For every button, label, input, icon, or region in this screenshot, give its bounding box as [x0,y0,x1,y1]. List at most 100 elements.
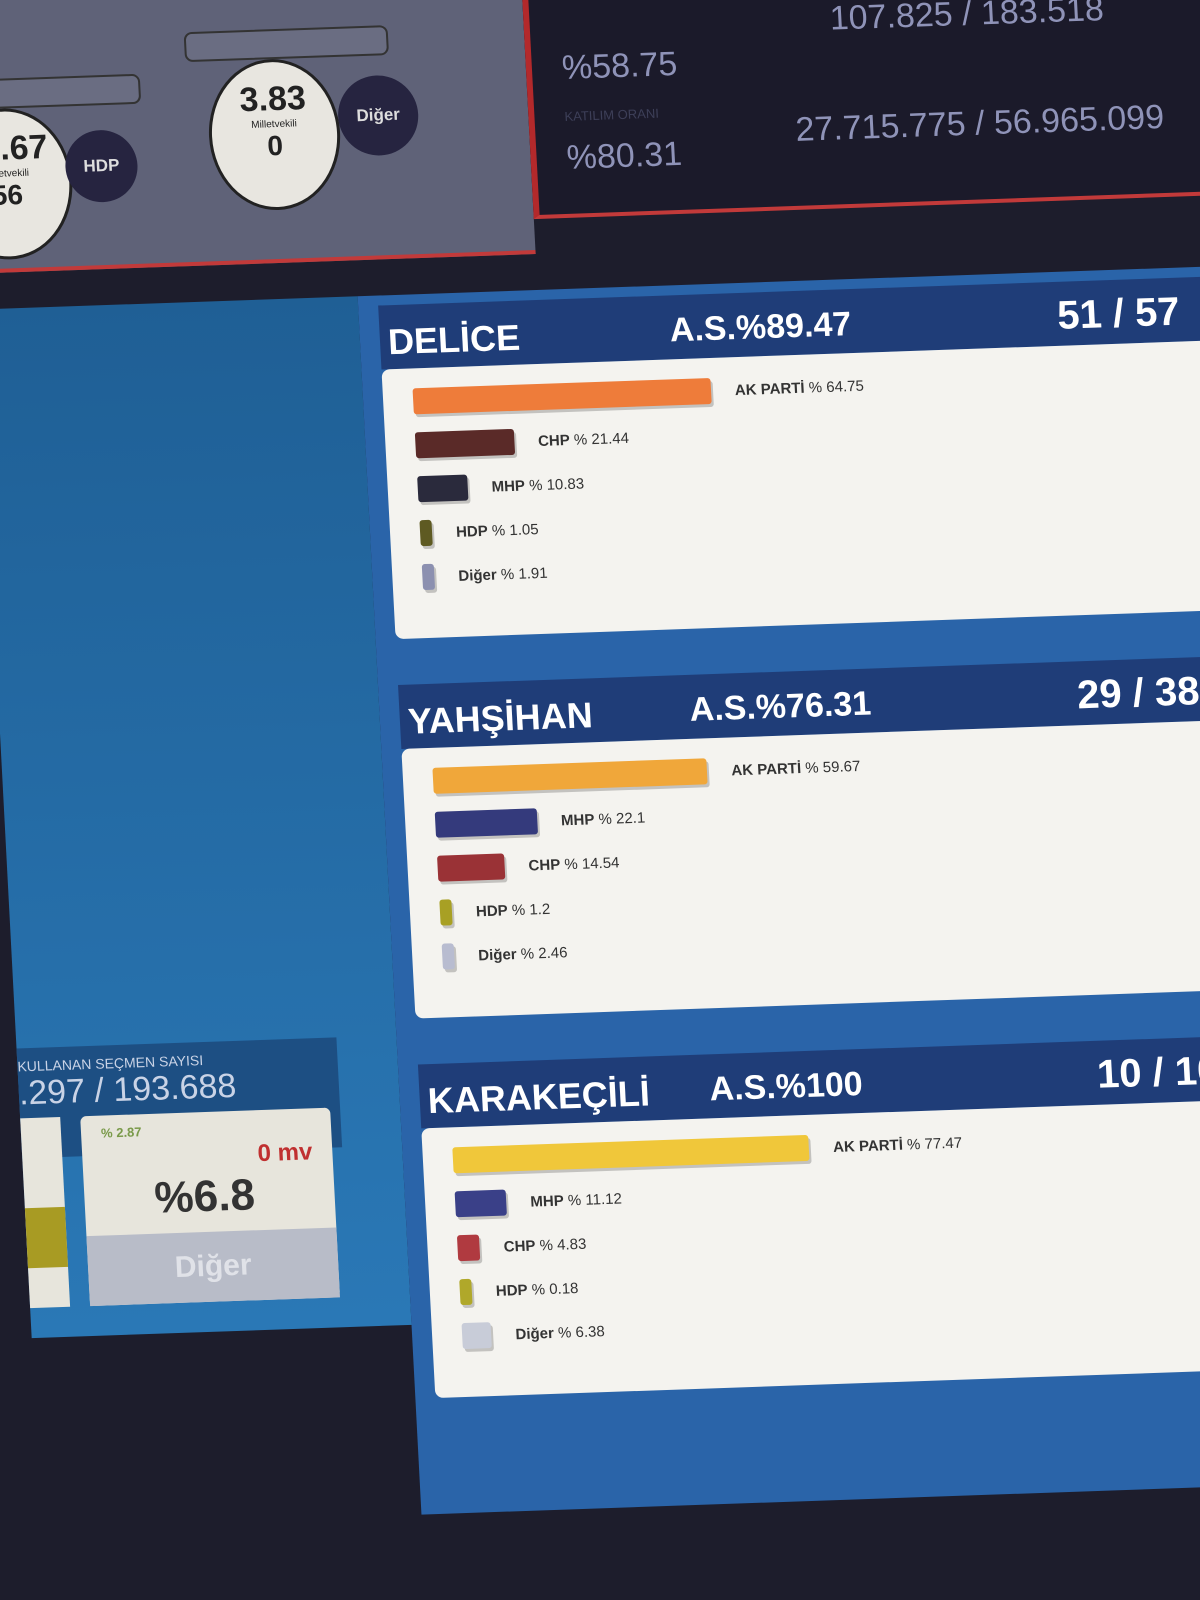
result-row: HDP % 0.18 [459,1275,579,1306]
party-name: AK PARTİ [734,379,806,399]
change-pill [183,25,390,63]
result-bar [434,808,538,838]
district-results: DELİCE A.S.%89.47 51 / 57 AK PARTİ % 64.… [357,265,1200,1515]
result-bar [452,1134,810,1174]
party-percent: % 22.1 [598,808,646,828]
result-label: Diğer % 1.91 [458,564,548,584]
seat-count: 56 [0,178,24,211]
result-row: Diğer % 1.91 [421,560,549,591]
result-label: CHP % 21.44 [538,429,630,449]
result-label: AK PARTİ % 77.47 [833,1134,963,1155]
seat-card-diger: 3.83 Milletvekili 0 [205,56,344,213]
result-bar [459,1278,473,1306]
result-label: AK PARTİ % 64.75 [734,377,864,398]
district-body: AK PARTİ % 64.75 CHP % 21.44 MHP % 10.83… [381,340,1200,640]
result-row: CHP % 21.44 [414,425,630,459]
party-name: Diğer [86,1227,340,1307]
result-row: HDP % 1.2 [439,896,551,926]
party-percent: % 0.18 [531,1279,579,1299]
result-label: AK PARTİ % 59.67 [731,757,861,778]
district-name: DELİCE [386,316,522,363]
party-name: CHP [537,431,571,450]
party-name: Diğer [457,566,498,585]
seat-percent: 3.83 [238,79,307,120]
result-label: HDP % 1.05 [456,521,539,541]
stats-panel: %58.75 107.825 / 183.518 KATILIM ORANI %… [519,0,1200,220]
seat-summary-band: 10.67 Milletvekili 56 HDP 3.83 Milletvek… [0,0,536,274]
district-name: KARAKEÇİLİ [426,1072,651,1122]
party-card-diger: % 2.87 0 mv %6.8 Diğer [80,1107,340,1307]
party-percent: % 77.47 [906,1134,963,1153]
party-percent: % 1.05 [491,520,540,540]
result-row: AK PARTİ % 64.75 [412,373,865,415]
party-percent: %6.8 [153,1170,257,1223]
district-box-count: 10 / 10 [1095,1048,1200,1097]
party-percent: % 59.67 [804,757,861,777]
result-row: MHP % 10.83 [417,470,585,503]
open-count: 107.825 / 183.518 [828,0,1105,38]
turnout-count: 27.715.775 / 56.965.099 [794,98,1166,149]
party-name: Diğer [515,1324,555,1343]
seat-count: 0 [266,129,284,162]
seat-card-hdp: 10.67 Milletvekili 56 [0,106,77,262]
result-bar [419,519,433,547]
result-bar [417,474,469,503]
party-percent: % 14.54 [563,853,620,873]
party-color-bar [24,1206,69,1269]
district-counted-percent: A.S.%89.47 [668,305,853,350]
result-row: MHP % 11.12 [454,1185,623,1218]
result-label: HDP % 1.2 [476,900,551,920]
result-label: CHP % 14.54 [528,854,620,874]
result-bar [432,758,709,794]
district-card[interactable]: KARAKEÇİLİ A.S.%100 10 / 10 AK PARTİ % 7… [417,1035,1200,1399]
party-badge-diger: Diğer [336,74,421,157]
result-row: HDP % 1.05 [419,516,539,547]
district-card[interactable]: DELİCE A.S.%89.47 51 / 57 AK PARTİ % 64.… [378,276,1200,640]
result-row: Diğer % 2.46 [441,939,569,970]
party-name: HDP [475,901,509,920]
change-pill [0,73,142,110]
party-name: Diğer [477,945,518,964]
party-name: AK PARTİ [832,1136,904,1156]
party-name: MHP [491,477,526,496]
party-name: CHP [528,855,561,875]
result-row: CHP % 14.54 [437,849,620,882]
result-label: MHP % 10.83 [491,475,584,495]
election-screen: 10.67 Milletvekili 56 HDP 3.83 Milletvek… [0,0,1200,1515]
party-percent: % 21.44 [573,429,630,449]
party-percent: % 1.2 [511,900,551,919]
party-percent: % 1.91 [500,564,549,583]
district-counted-percent: A.S.%76.31 [688,684,873,729]
result-row: CHP % 4.83 [456,1231,587,1262]
result-bar [454,1189,508,1218]
result-row: AK PARTİ % 77.47 [452,1130,962,1174]
district-card[interactable]: YAHŞİHAN A.S.%76.31 29 / 38 AK PARTİ % 5… [398,656,1200,1019]
result-bar [412,377,712,415]
result-row: AK PARTİ % 59.67 [432,753,861,794]
district-name: YAHŞİHAN [406,694,594,742]
result-bar [461,1322,493,1350]
party-badge-hdp: HDP [63,128,140,204]
district-counted-percent: A.S.%100 [708,1065,864,1109]
party-name: HDP [455,522,489,541]
result-label: HDP % 0.18 [495,1280,578,1300]
party-name: MHP [529,1192,565,1211]
result-bar [414,428,515,459]
party-percent: % 6.38 [557,1322,606,1342]
result-bar [441,943,455,970]
district-body: AK PARTİ % 77.47 MHP % 11.12 CHP % 4.83 … [421,1099,1200,1399]
change-up: % 2.87 [100,1124,142,1141]
result-row: Diğer % 6.38 [461,1318,606,1350]
result-bar [421,563,436,591]
party-name: HDP [495,1281,528,1300]
seat-percent: 10.67 [0,128,49,169]
result-label: CHP % 4.83 [503,1235,586,1255]
result-bar [439,899,453,926]
party-percent: % 4.83 [539,1235,587,1254]
party-name: MHP [560,810,595,829]
district-body: AK PARTİ % 59.67 MHP % 22.1 CHP % 14.54 … [401,719,1200,1019]
result-label: MHP % 11.12 [530,1190,622,1210]
result-label: Diğer % 2.46 [478,944,568,964]
turnout-percent: %80.31 [565,134,683,177]
result-label: Diğer % 6.38 [515,1323,605,1343]
